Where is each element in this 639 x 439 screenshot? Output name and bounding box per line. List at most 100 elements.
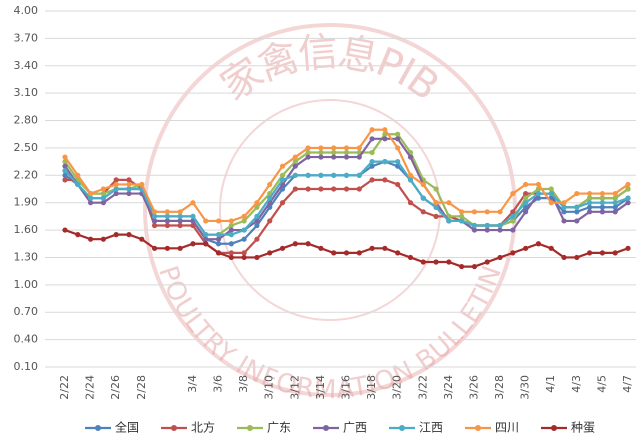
point: [113, 186, 119, 192]
point: [318, 145, 324, 151]
point: [126, 177, 132, 183]
point: [126, 186, 132, 192]
point: [254, 200, 260, 206]
point: [548, 190, 554, 197]
point: [292, 154, 298, 160]
point: [177, 218, 183, 224]
y-tick-label: 4.00: [14, 4, 39, 17]
x-tick-label: 2/22: [58, 375, 71, 400]
point: [343, 145, 350, 151]
y-tick-label: 0.10: [14, 360, 39, 373]
point: [523, 190, 529, 197]
point: [420, 181, 426, 188]
point: [215, 218, 222, 224]
point: [292, 163, 298, 169]
point: [382, 136, 388, 142]
y-tick-label: 1.00: [14, 278, 39, 291]
watermark-title: 家禽信息PIB: [213, 29, 447, 110]
point: [267, 181, 273, 188]
point: [471, 209, 478, 215]
point: [100, 190, 106, 197]
point: [139, 236, 145, 242]
point: [203, 232, 209, 238]
point: [382, 127, 388, 133]
point: [228, 222, 234, 229]
y-tick-label: 3.40: [14, 59, 39, 72]
point: [548, 245, 554, 251]
point: [279, 172, 286, 178]
point: [535, 181, 542, 188]
point: [228, 232, 234, 238]
point: [471, 227, 478, 233]
x-tick-label: 3/22: [416, 375, 429, 400]
point: [177, 213, 183, 219]
point: [177, 209, 183, 215]
point: [215, 250, 222, 256]
point: [459, 263, 465, 270]
point: [100, 195, 106, 201]
legend-marker: [399, 425, 405, 431]
x-tick-label: 3/10: [263, 375, 276, 400]
point: [599, 200, 606, 206]
y-tick-label: 0.40: [14, 333, 39, 346]
point: [113, 232, 119, 238]
point: [318, 172, 324, 178]
point: [331, 154, 337, 160]
point: [177, 222, 183, 229]
point: [113, 181, 119, 188]
point: [561, 218, 567, 224]
y-tick-label: 2.20: [14, 168, 39, 181]
point: [228, 241, 234, 247]
point: [446, 259, 452, 265]
point: [87, 190, 94, 197]
point: [203, 218, 209, 224]
point: [241, 227, 247, 233]
point: [113, 190, 119, 197]
point: [369, 149, 375, 156]
point: [318, 186, 324, 192]
point: [241, 213, 247, 219]
point: [459, 213, 465, 219]
x-tick-label: 3/12: [288, 375, 301, 400]
point: [510, 218, 516, 224]
point: [254, 213, 260, 219]
point: [254, 218, 260, 224]
point: [433, 186, 439, 192]
x-tick-label: 3/20: [391, 375, 404, 400]
x-tick-label: 4/1: [544, 375, 557, 393]
point: [190, 200, 196, 206]
point: [523, 200, 529, 206]
point: [395, 131, 401, 137]
point: [126, 181, 132, 188]
point: [292, 159, 298, 165]
point: [369, 136, 375, 142]
point: [318, 149, 324, 156]
point: [318, 245, 324, 251]
point: [356, 172, 362, 178]
point: [561, 204, 567, 210]
point: [497, 227, 503, 233]
point: [292, 186, 298, 192]
x-tick-label: 2/26: [109, 375, 122, 400]
point: [625, 200, 631, 206]
point: [382, 177, 388, 183]
point: [587, 209, 593, 215]
point: [433, 259, 439, 265]
point: [151, 209, 158, 215]
series: [62, 131, 631, 238]
point: [126, 232, 132, 238]
point: [343, 250, 350, 256]
point: [87, 236, 94, 242]
point: [459, 218, 465, 224]
point: [356, 145, 362, 151]
point: [407, 154, 414, 160]
point: [625, 245, 631, 251]
point: [331, 149, 337, 156]
point: [369, 159, 375, 165]
point: [228, 218, 234, 224]
point: [484, 222, 490, 229]
point: [599, 195, 606, 201]
point: [612, 200, 618, 206]
y-tick-label: 1.30: [14, 250, 39, 263]
